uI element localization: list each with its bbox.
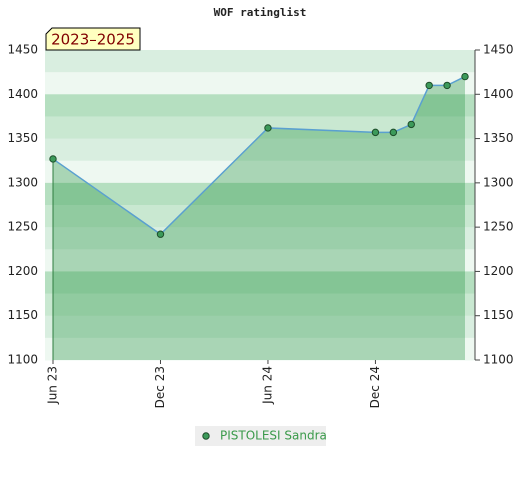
y2-tick-label: 1450 xyxy=(483,43,514,57)
band xyxy=(45,116,475,140)
legend-label: PISTOLESI Sandra xyxy=(220,429,327,443)
band xyxy=(45,94,475,117)
y-tick-label: 1200 xyxy=(7,264,38,278)
y2-tick-label: 1250 xyxy=(483,220,514,234)
band xyxy=(45,249,475,272)
plot-background xyxy=(45,50,475,361)
band xyxy=(45,271,475,295)
point xyxy=(443,81,451,90)
point xyxy=(407,120,415,129)
period-box xyxy=(45,27,141,51)
band xyxy=(45,227,475,250)
x-tick-label: Jun 24 xyxy=(260,366,274,405)
y2-tick-label: 1400 xyxy=(483,87,514,101)
band xyxy=(45,138,475,162)
band xyxy=(45,315,475,339)
area xyxy=(53,76,465,361)
y-tick-label: 1350 xyxy=(7,131,38,145)
point xyxy=(49,155,57,163)
y2-tick-label: 1150 xyxy=(483,308,514,322)
y2-tick-label: 1300 xyxy=(483,175,514,189)
band xyxy=(45,182,475,206)
band xyxy=(45,337,475,361)
x-tick-label: Dec 24 xyxy=(368,366,382,408)
band xyxy=(45,72,475,95)
y2-tick-label: 1100 xyxy=(483,353,514,367)
x-tick-label: Jun 23 xyxy=(46,366,60,405)
y-tick-label: 1250 xyxy=(7,220,38,234)
legend-marker xyxy=(202,432,210,440)
point xyxy=(371,128,380,137)
point xyxy=(264,124,272,132)
y-tick-label: 1400 xyxy=(7,87,38,101)
y2-tick-label: 1350 xyxy=(483,131,514,145)
legend-box xyxy=(195,426,326,446)
point xyxy=(425,81,433,90)
band xyxy=(45,160,475,184)
y-tick-label: 1300 xyxy=(7,175,38,189)
y-tick-label: 1100 xyxy=(7,353,38,367)
y2-tick-label: 1200 xyxy=(483,264,514,278)
y-tick-label: 1150 xyxy=(7,308,38,322)
point xyxy=(156,230,165,238)
y-tick-label: 1450 xyxy=(7,43,38,57)
band xyxy=(45,205,475,228)
band xyxy=(45,50,475,73)
period-label: 2023–2025 xyxy=(51,31,135,49)
band xyxy=(45,293,475,317)
point xyxy=(389,128,398,137)
chart-title: WOF ratinglist xyxy=(214,6,307,19)
x-tick-label: Dec 23 xyxy=(153,366,167,408)
point xyxy=(461,72,469,81)
